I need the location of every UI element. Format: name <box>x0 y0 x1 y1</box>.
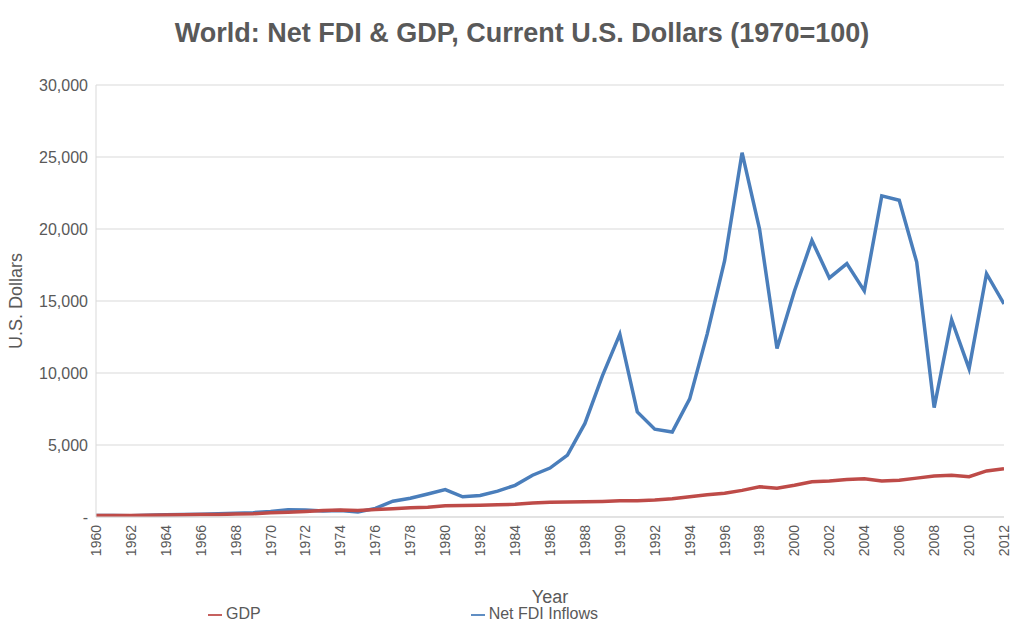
svg-text:1984: 1984 <box>507 525 523 556</box>
svg-text:2008: 2008 <box>926 525 942 556</box>
svg-text:1980: 1980 <box>437 525 453 556</box>
svg-text:1990: 1990 <box>612 525 628 556</box>
svg-text:25,000: 25,000 <box>39 149 88 166</box>
svg-text:2010: 2010 <box>961 525 977 556</box>
svg-text:-: - <box>83 509 88 526</box>
svg-text:Year: Year <box>532 587 568 607</box>
svg-text:5,000: 5,000 <box>48 437 88 454</box>
svg-text:20,000: 20,000 <box>39 221 88 238</box>
svg-text:1994: 1994 <box>682 525 698 556</box>
svg-text:1982: 1982 <box>472 525 488 556</box>
svg-text:1974: 1974 <box>332 525 348 556</box>
svg-text:1968: 1968 <box>228 525 244 556</box>
svg-text:30,000: 30,000 <box>39 77 88 94</box>
svg-text:2002: 2002 <box>821 525 837 556</box>
html-text:Net FDI Inflows: Net FDI Inflows <box>488 605 598 622</box>
html-text:World: Net FDI & GDP, Current: World: Net FDI & GDP, Current U.S. Dolla… <box>174 18 870 48</box>
html-text:GDP: GDP <box>226 605 261 622</box>
svg-text:1998: 1998 <box>751 525 767 556</box>
svg-text:1972: 1972 <box>297 525 313 556</box>
svg-text:2004: 2004 <box>856 525 872 556</box>
svg-text:1992: 1992 <box>647 525 663 556</box>
svg-text:1996: 1996 <box>717 525 733 556</box>
svg-text:U.S. Dollars: U.S. Dollars <box>8 253 26 349</box>
svg-text:10,000: 10,000 <box>39 365 88 382</box>
svg-text:1986: 1986 <box>542 525 558 556</box>
svg-text:1964: 1964 <box>158 525 174 556</box>
svg-text:1988: 1988 <box>577 525 593 556</box>
svg-text:2006: 2006 <box>891 525 907 556</box>
svg-text:2000: 2000 <box>786 525 802 556</box>
svg-text:1960: 1960 <box>88 525 104 556</box>
svg-text:2012: 2012 <box>996 525 1012 556</box>
svg-text:1966: 1966 <box>193 525 209 556</box>
svg-text:1970: 1970 <box>263 525 279 556</box>
svg-text:1962: 1962 <box>123 525 139 556</box>
svg-text:15,000: 15,000 <box>39 293 88 310</box>
svg-text:1976: 1976 <box>367 525 383 556</box>
svg-text:1978: 1978 <box>402 525 418 556</box>
